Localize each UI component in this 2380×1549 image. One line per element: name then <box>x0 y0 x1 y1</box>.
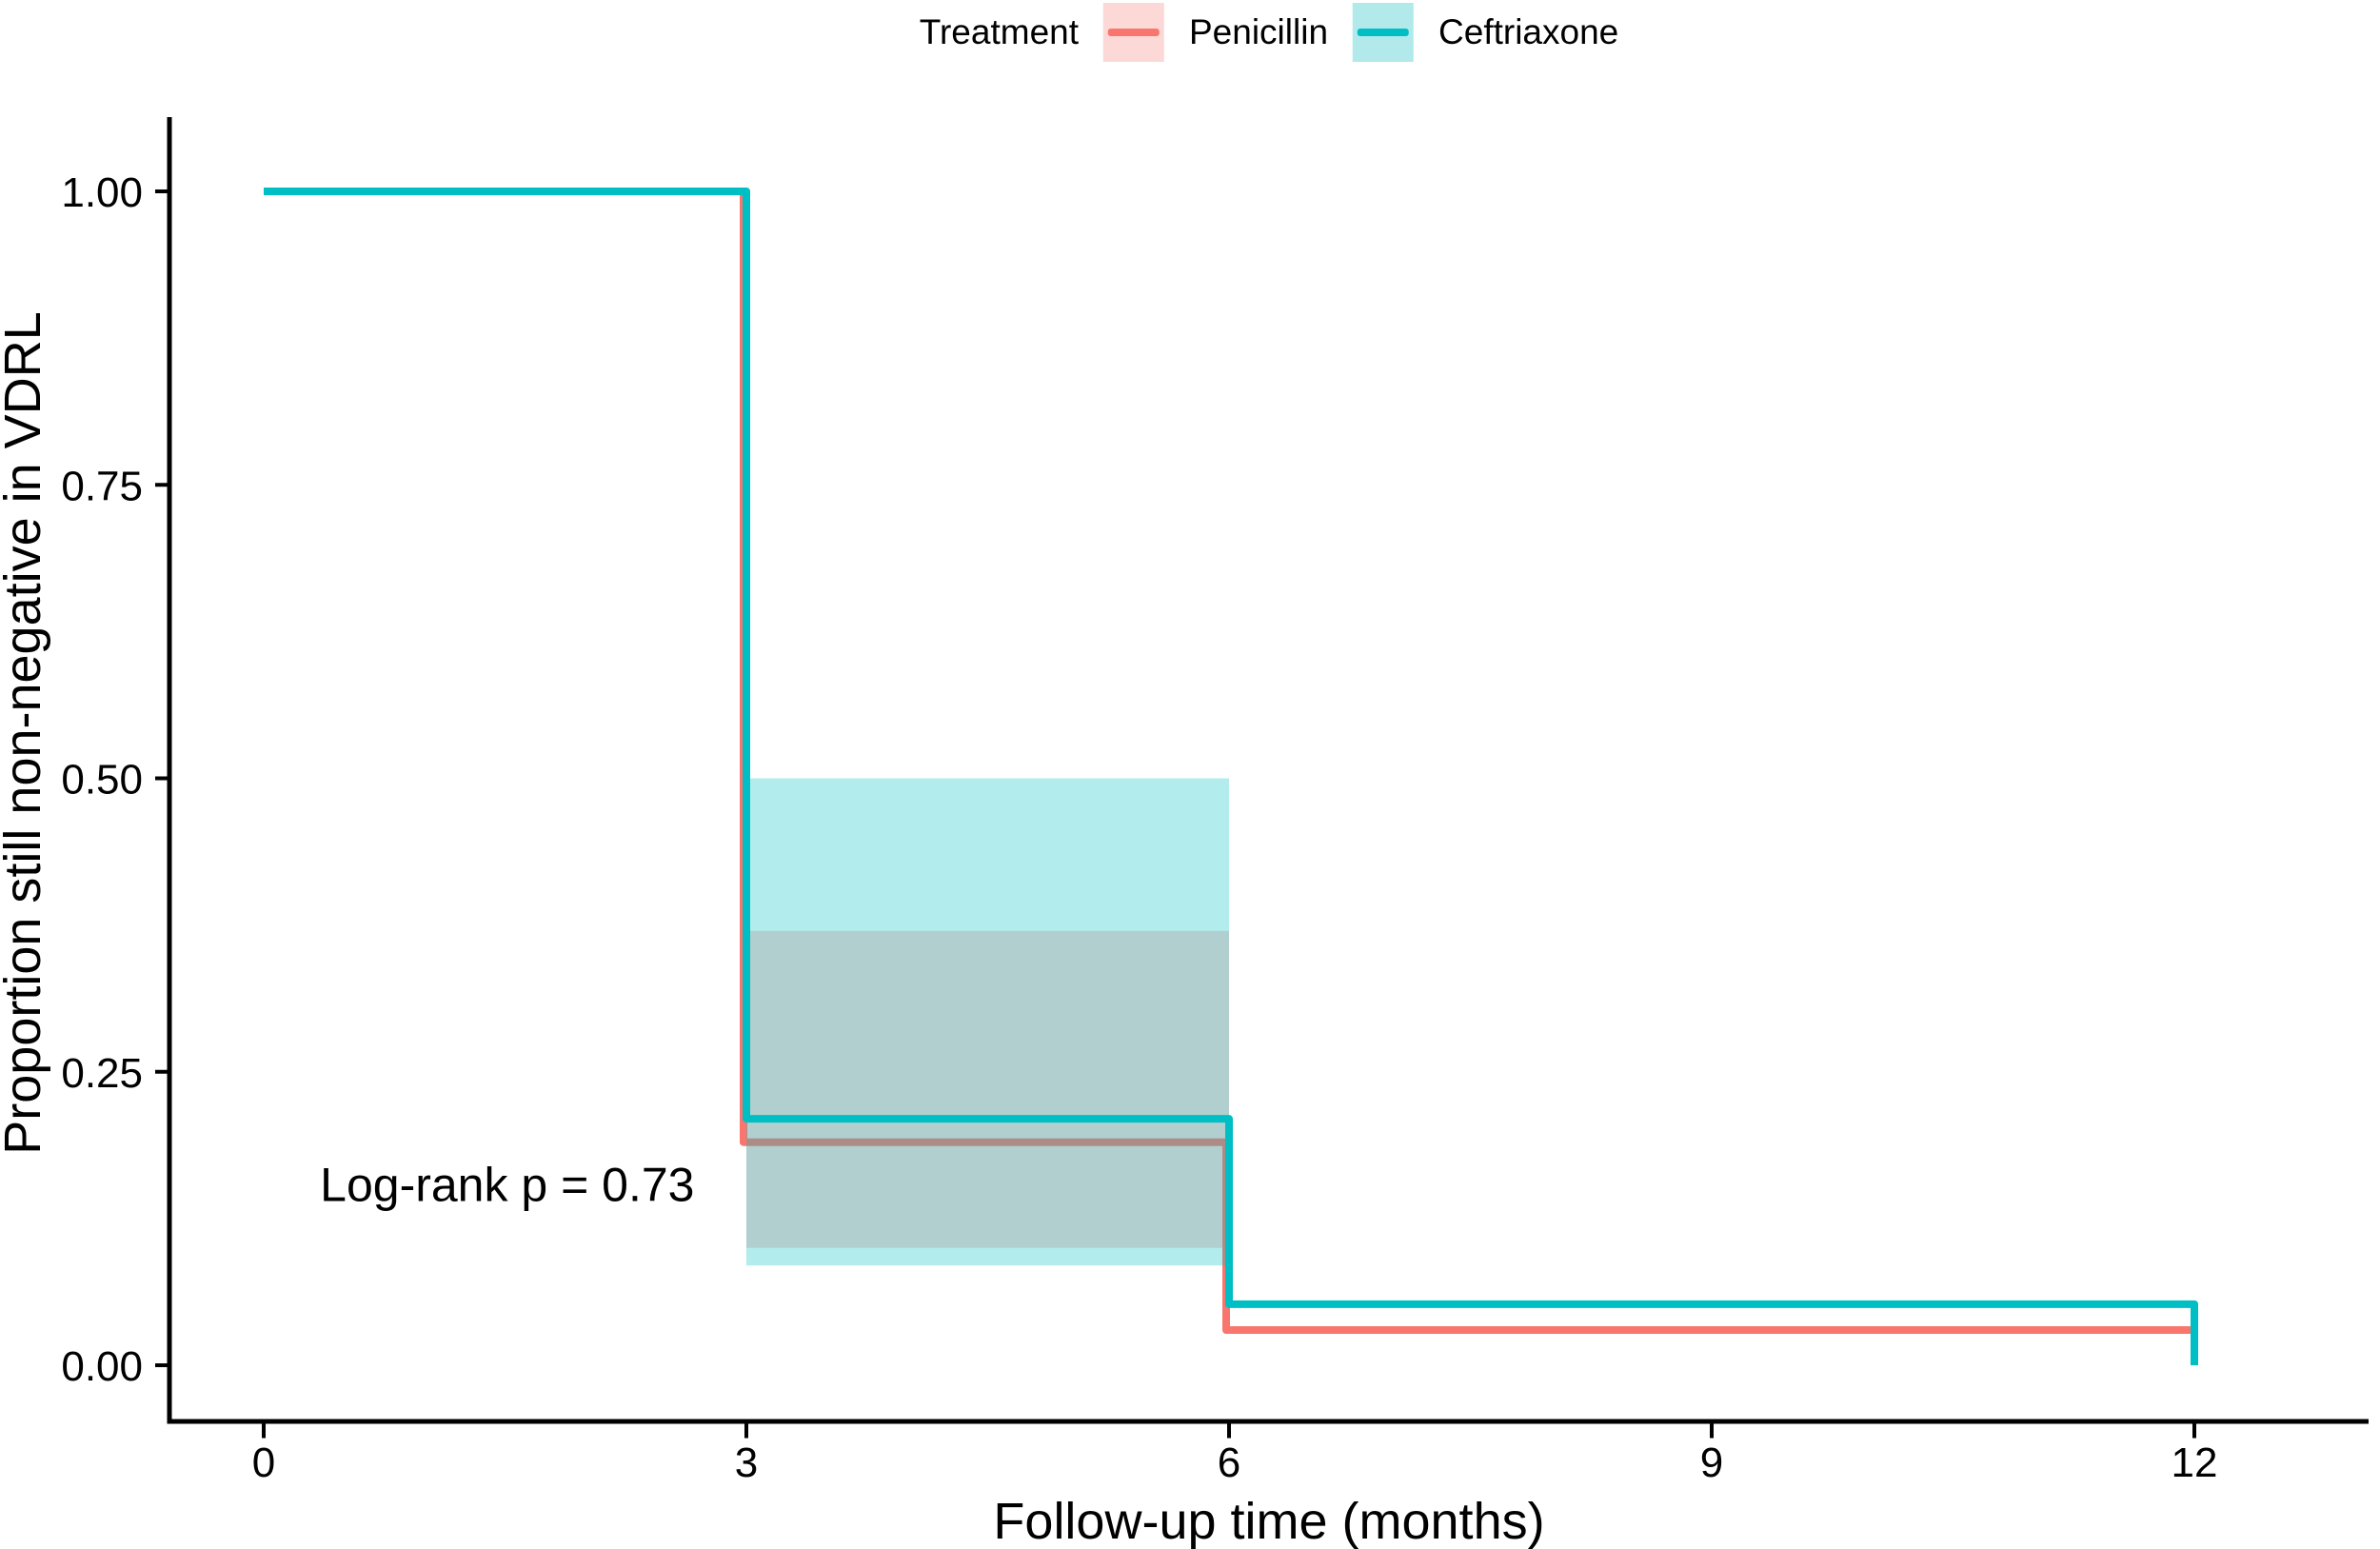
penicillin-line-icon <box>1108 29 1160 36</box>
legend: Treatment Penicillin Ceftriaxone <box>920 1 1618 64</box>
y-tick-label: 0.50 <box>61 757 143 804</box>
legend-title: Treatment <box>919 12 1080 51</box>
ci-band-ceftriaxone <box>746 778 1229 1266</box>
x-axis-title: Follow-up time (months) <box>993 1493 1544 1549</box>
legend-label-ceftriaxone: Ceftriaxone <box>1438 12 1619 51</box>
ci-band-penicillin <box>746 930 1229 1248</box>
legend-item-penicillin: Penicillin <box>1103 3 1328 62</box>
y-tick-label: 0.00 <box>61 1343 143 1390</box>
legend-key-penicillin <box>1103 3 1165 62</box>
y-tick-label: 1.00 <box>61 169 143 216</box>
survival-curve-ceftriaxone <box>264 188 2198 1365</box>
ceftriaxone-line-icon <box>1358 29 1410 36</box>
y-tick-label: 0.75 <box>61 463 143 509</box>
x-tick-label: 0 <box>252 1440 275 1486</box>
pvalue-annotation: Log-rank p = 0.73 <box>320 1158 694 1211</box>
legend-key-ceftriaxone <box>1353 3 1415 62</box>
legend-label-penicillin: Penicillin <box>1189 12 1329 51</box>
y-axis-title: Proportion still non-negative in VDRL <box>0 311 51 1154</box>
x-tick-label: 9 <box>1700 1440 1723 1486</box>
x-tick-label: 3 <box>735 1440 758 1486</box>
y-tick-label: 0.25 <box>61 1050 143 1097</box>
x-tick-label: 6 <box>1218 1440 1240 1486</box>
legend-item-ceftriaxone: Ceftriaxone <box>1353 3 1618 62</box>
x-tick-label: 12 <box>2172 1440 2218 1486</box>
